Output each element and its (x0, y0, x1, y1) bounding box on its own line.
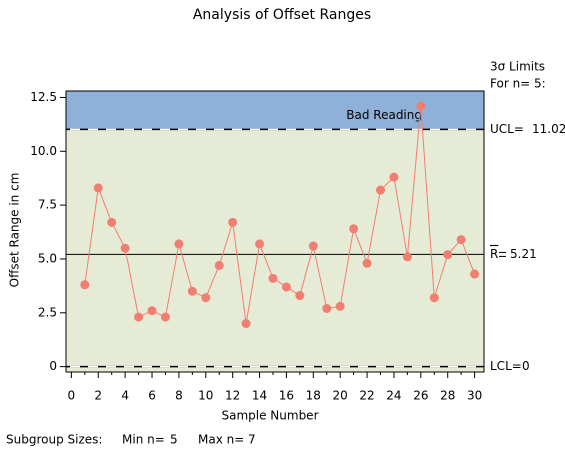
data-point (416, 101, 426, 111)
x-tick-label: 8 (175, 389, 183, 403)
annotation: Bad Reading (346, 108, 422, 122)
data-point (107, 217, 117, 227)
data-point (241, 319, 251, 329)
data-point (429, 293, 439, 303)
footnote: 7 (248, 433, 256, 447)
data-point (349, 224, 359, 234)
chart-title: Analysis of Offset Ranges (193, 7, 371, 23)
x-tick-label: 6 (148, 389, 156, 403)
x-tick-label: 24 (386, 389, 401, 403)
y-axis-label: Offset Range in cm (8, 173, 22, 288)
plot-frame (65, 90, 485, 373)
x-tick-label: 2 (94, 389, 102, 403)
footnote: 5 (170, 433, 178, 447)
limit-label: R (490, 247, 498, 261)
x-tick-label: 4 (121, 389, 129, 403)
x-tick-label: 22 (359, 389, 374, 403)
y-tick-label: 7.5 (38, 198, 57, 212)
y-tick-label: 5.0 (38, 251, 57, 265)
limit-label: UCL= (490, 122, 524, 136)
y-tick-label: 0 (49, 359, 57, 373)
data-point (389, 172, 399, 182)
x-tick-label: 16 (279, 389, 294, 403)
data-point (214, 260, 224, 270)
x-tick-label: 30 (467, 389, 482, 403)
data-point (281, 282, 291, 292)
x-axis-label: Sample Number (221, 409, 318, 423)
limits-header: For n= 5: (490, 77, 546, 91)
x-tick-label: 0 (68, 389, 76, 403)
data-point (120, 243, 130, 253)
data-point (335, 301, 345, 311)
data-point (308, 241, 318, 251)
limit-value: 5.21 (510, 247, 537, 261)
data-point (201, 293, 211, 303)
x-tick-label: 20 (333, 389, 348, 403)
data-point (456, 235, 466, 245)
data-point (295, 291, 305, 301)
data-point (187, 286, 197, 296)
data-point (160, 312, 170, 322)
data-point (93, 183, 103, 193)
y-tick-label: 2.5 (38, 305, 57, 319)
limit-label: LCL= (490, 359, 522, 373)
footnote: Max n= (198, 433, 244, 447)
y-tick-label: 10.0 (30, 144, 57, 158)
data-point (147, 306, 157, 316)
x-tick-label: 18 (306, 389, 321, 403)
data-point (174, 239, 184, 249)
upper-zone (66, 91, 484, 130)
data-point (80, 280, 90, 290)
x-tick-label: 10 (198, 389, 213, 403)
limit-value: 0 (522, 359, 530, 373)
data-point (268, 273, 278, 283)
x-tick-label: 28 (440, 389, 455, 403)
footnote: Min n= (122, 433, 165, 447)
data-point (443, 250, 453, 260)
data-point (362, 258, 372, 268)
limits-header: 3σ Limits (490, 60, 545, 74)
footnote: Subgroup Sizes: (6, 433, 102, 447)
inner-zone (66, 129, 484, 372)
data-point (255, 239, 265, 249)
data-point (134, 312, 144, 322)
x-tick-label: 14 (252, 389, 267, 403)
data-point (322, 303, 332, 313)
data-point (376, 185, 386, 195)
x-tick-label: 26 (413, 389, 428, 403)
y-tick-label: 12.5 (30, 90, 57, 104)
data-point (402, 252, 412, 262)
data-point (470, 269, 480, 279)
data-point (228, 217, 238, 227)
limit-value: 11.02 (532, 122, 565, 136)
x-tick-label: 12 (225, 389, 240, 403)
